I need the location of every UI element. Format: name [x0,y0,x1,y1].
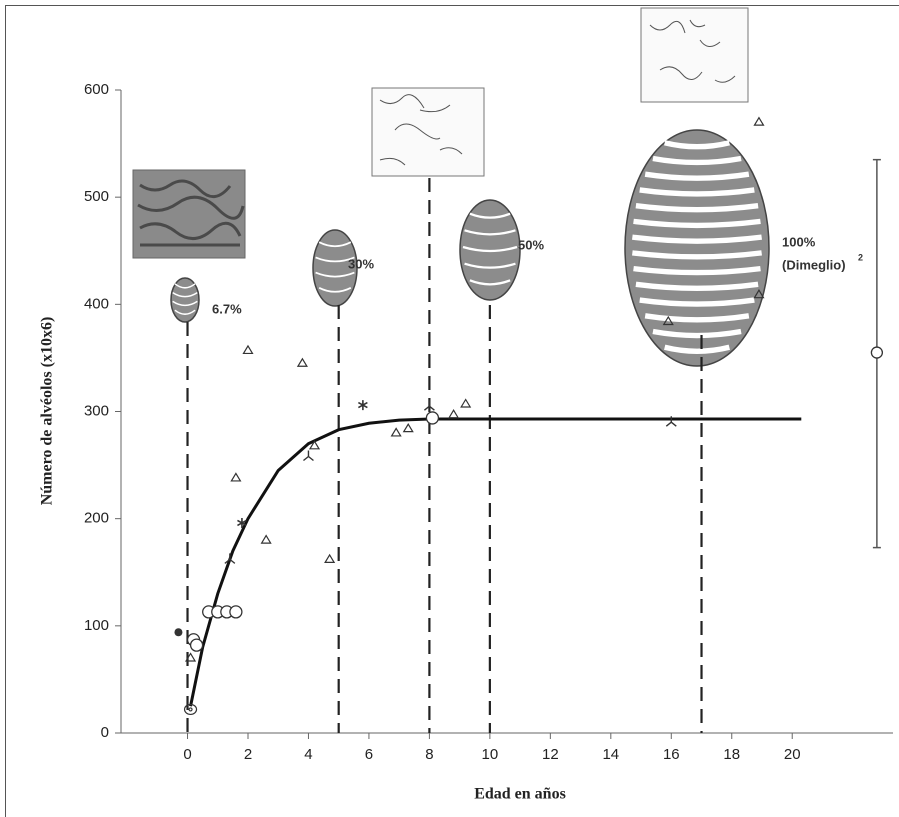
rib [664,344,730,354]
rib [464,262,516,269]
x-tick-label: 2 [244,746,252,763]
point [189,638,204,652]
annotation: 50% [518,237,544,252]
point [324,553,336,563]
annotation: 30% [348,256,374,271]
point [184,652,197,662]
rib [318,241,352,248]
y-tick-label: 500 [84,188,109,205]
rib [652,155,742,166]
point [357,400,368,411]
x-tick-label: 10 [482,746,499,763]
x-tick-label: 16 [663,746,680,763]
y-tick-label: 300 [84,402,109,419]
error-center [870,346,884,359]
x-tick-label: 14 [602,746,619,763]
rib-cage-drawings [170,129,770,367]
rib [469,279,511,286]
point [174,628,183,637]
point [230,472,242,482]
y-tick-label: 600 [84,81,109,98]
x-tick-label: 8 [425,746,433,763]
rib [469,212,511,219]
rib [644,313,750,323]
annotation: 6.7% [212,301,242,316]
rib [172,300,198,307]
y-tick-label: 0 [101,724,109,741]
point [402,422,414,433]
x-tick-label: 4 [304,746,312,763]
tissue-photo [132,7,749,259]
annotation: (Dimeglio) [782,257,846,272]
rib [639,297,755,307]
rib [639,187,755,197]
point [425,411,440,425]
y-tick-label: 400 [84,295,109,312]
x-tick-label: 6 [365,746,373,763]
point [183,703,198,716]
rib-cage [170,277,200,323]
rib [462,245,518,253]
point [460,398,472,408]
rib [632,234,762,244]
rib [315,256,355,263]
point [665,416,677,427]
rib [652,328,742,339]
x-tick-label: 18 [723,746,740,763]
point [260,534,272,544]
rib [632,250,762,260]
rib [633,265,761,276]
point [448,409,460,419]
point [308,440,321,450]
point [753,289,765,299]
rib [315,271,355,278]
rib-cage [312,229,358,307]
x-tick-label: 12 [542,746,559,763]
rib [633,218,761,229]
annotation: 100% [782,234,816,249]
frame [5,5,899,817]
point [423,400,435,411]
rib [174,283,196,289]
point [303,450,314,462]
point [753,116,765,126]
y-axis-title: Número de alvéolos (x10x6) [39,317,56,506]
rib [172,291,198,298]
point [242,344,254,355]
x-axis-title: Edad en años [474,786,566,803]
y-tick-label: 200 [84,510,109,527]
rib [644,171,750,181]
x-tick-label: 20 [784,746,801,763]
y-tick-label: 100 [84,617,109,634]
point [237,517,247,528]
rib [174,309,196,315]
rib [635,203,759,213]
rib [464,229,516,236]
rib-cage [624,129,770,367]
point [296,357,308,367]
rib [635,281,759,292]
point [224,553,236,564]
fit-curve [189,417,802,707]
rib [664,140,730,150]
point [662,315,674,326]
point [390,427,402,437]
rib [318,287,352,293]
x-tick-label: 0 [183,746,191,763]
point [229,605,243,619]
annotation: 2 [858,252,863,262]
